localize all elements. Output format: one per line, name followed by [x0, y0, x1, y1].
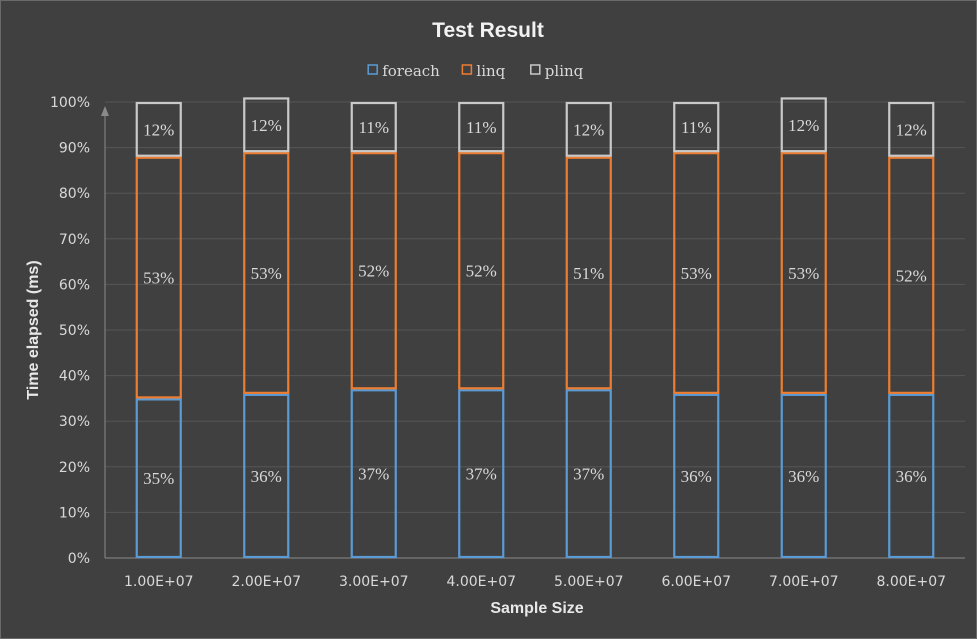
y-tick-label: 10%	[59, 505, 90, 521]
data-label-plinq: 11%	[466, 118, 497, 137]
y-axis: 0% 10% 20% 30% 40% 50% 60% 70% 80% 90% 100%	[50, 95, 90, 567]
bar-linq	[780, 152, 827, 394]
data-label-plinq: 12%	[788, 116, 819, 135]
data-label-foreach: 35%	[143, 469, 174, 488]
y-tick-label: 50%	[59, 323, 90, 339]
x-tick-label: 3.00E+07	[339, 574, 409, 590]
data-label-linq: 53%	[251, 264, 282, 283]
data-label-linq: 51%	[573, 264, 604, 283]
bar-plinq	[888, 101, 935, 157]
data-label-linq: 53%	[788, 264, 819, 283]
y-tick-label: 80%	[59, 186, 90, 202]
bar-linq	[243, 152, 290, 394]
data-label-plinq: 12%	[143, 120, 174, 139]
y-tick-label: 90%	[59, 141, 90, 157]
x-tick-label: 4.00E+07	[446, 574, 516, 590]
bar-linq	[350, 152, 397, 390]
bar-linq	[458, 152, 505, 390]
data-label-linq: 53%	[143, 269, 174, 288]
y-tick-label: 100%	[50, 95, 90, 111]
chart-title: Test Result	[432, 19, 544, 42]
bar-plinq	[135, 101, 182, 157]
data-label-plinq: 12%	[573, 120, 604, 139]
legend: foreach linq plinq	[367, 62, 584, 80]
bar-plinq	[565, 101, 612, 157]
y-tick-label: 0%	[68, 551, 90, 567]
data-label-foreach: 36%	[788, 467, 819, 486]
bar-foreach	[350, 389, 397, 559]
data-label-linq: 53%	[681, 264, 712, 283]
bar-plinq	[350, 101, 397, 153]
bar-foreach	[565, 389, 612, 559]
bar-linq	[888, 156, 935, 394]
data-label-foreach: 37%	[466, 465, 497, 484]
data-label-foreach: 36%	[251, 467, 282, 486]
x-tick-label: 1.00E+07	[124, 574, 194, 590]
bar-foreach	[888, 393, 935, 559]
data-label-foreach: 37%	[358, 465, 389, 484]
legend-swatch-foreach	[367, 64, 378, 75]
bar-foreach	[135, 398, 182, 559]
x-axis: 1.00E+07 2.00E+07 3.00E+07 4.00E+07 5.00E+07…	[124, 574, 946, 590]
bar-linq	[565, 156, 612, 390]
y-axis-arrow	[101, 106, 109, 116]
data-label-foreach: 36%	[681, 467, 712, 486]
bar-foreach	[673, 393, 720, 559]
data-label-linq: 52%	[466, 262, 497, 281]
bar-plinq	[780, 97, 827, 153]
data-label-plinq: 11%	[681, 118, 712, 137]
data-label-linq: 52%	[358, 262, 389, 281]
bar-foreach	[780, 393, 827, 559]
data-label-plinq: 11%	[358, 118, 389, 137]
legend-swatch-plinq	[530, 64, 541, 75]
y-tick-label: 70%	[59, 232, 90, 248]
bar-foreach	[458, 389, 505, 559]
data-label-foreach: 36%	[896, 467, 927, 486]
x-axis-title: Sample Size	[490, 600, 583, 617]
bar-linq	[135, 156, 182, 399]
bar-plinq	[673, 101, 720, 153]
y-axis-title: Time elapsed (ms)	[25, 260, 42, 399]
bar-plinq	[243, 97, 290, 153]
legend-swatch-linq	[461, 64, 473, 75]
data-label-plinq: 12%	[896, 120, 927, 139]
data-label-plinq: 12%	[251, 116, 282, 135]
bar-plinq	[458, 101, 505, 153]
x-tick-label: 8.00E+07	[876, 574, 946, 590]
legend-label-linq: linq	[476, 62, 505, 80]
y-tick-label: 30%	[59, 414, 90, 430]
y-tick-label: 40%	[59, 369, 90, 385]
x-tick-label: 2.00E+07	[231, 574, 301, 590]
data-label-foreach: 37%	[573, 465, 604, 484]
legend-label-plinq: plinq	[545, 62, 584, 80]
y-tick-label: 20%	[59, 460, 90, 476]
y-tick-label: 60%	[59, 277, 90, 293]
x-tick-label: 5.00E+07	[554, 574, 624, 590]
gridlines	[101, 101, 965, 559]
legend-label-foreach: foreach	[382, 62, 440, 80]
data-label-linq: 52%	[896, 266, 927, 285]
x-tick-label: 7.00E+07	[769, 574, 839, 590]
bar-foreach	[243, 393, 290, 559]
x-tick-label: 6.00E+07	[661, 574, 731, 590]
bar-linq	[673, 152, 720, 394]
bars: 35% 53% 12% 36% 53% 12% 37% 52% 11% 37% 52% 11% 37% 5…	[135, 97, 935, 559]
